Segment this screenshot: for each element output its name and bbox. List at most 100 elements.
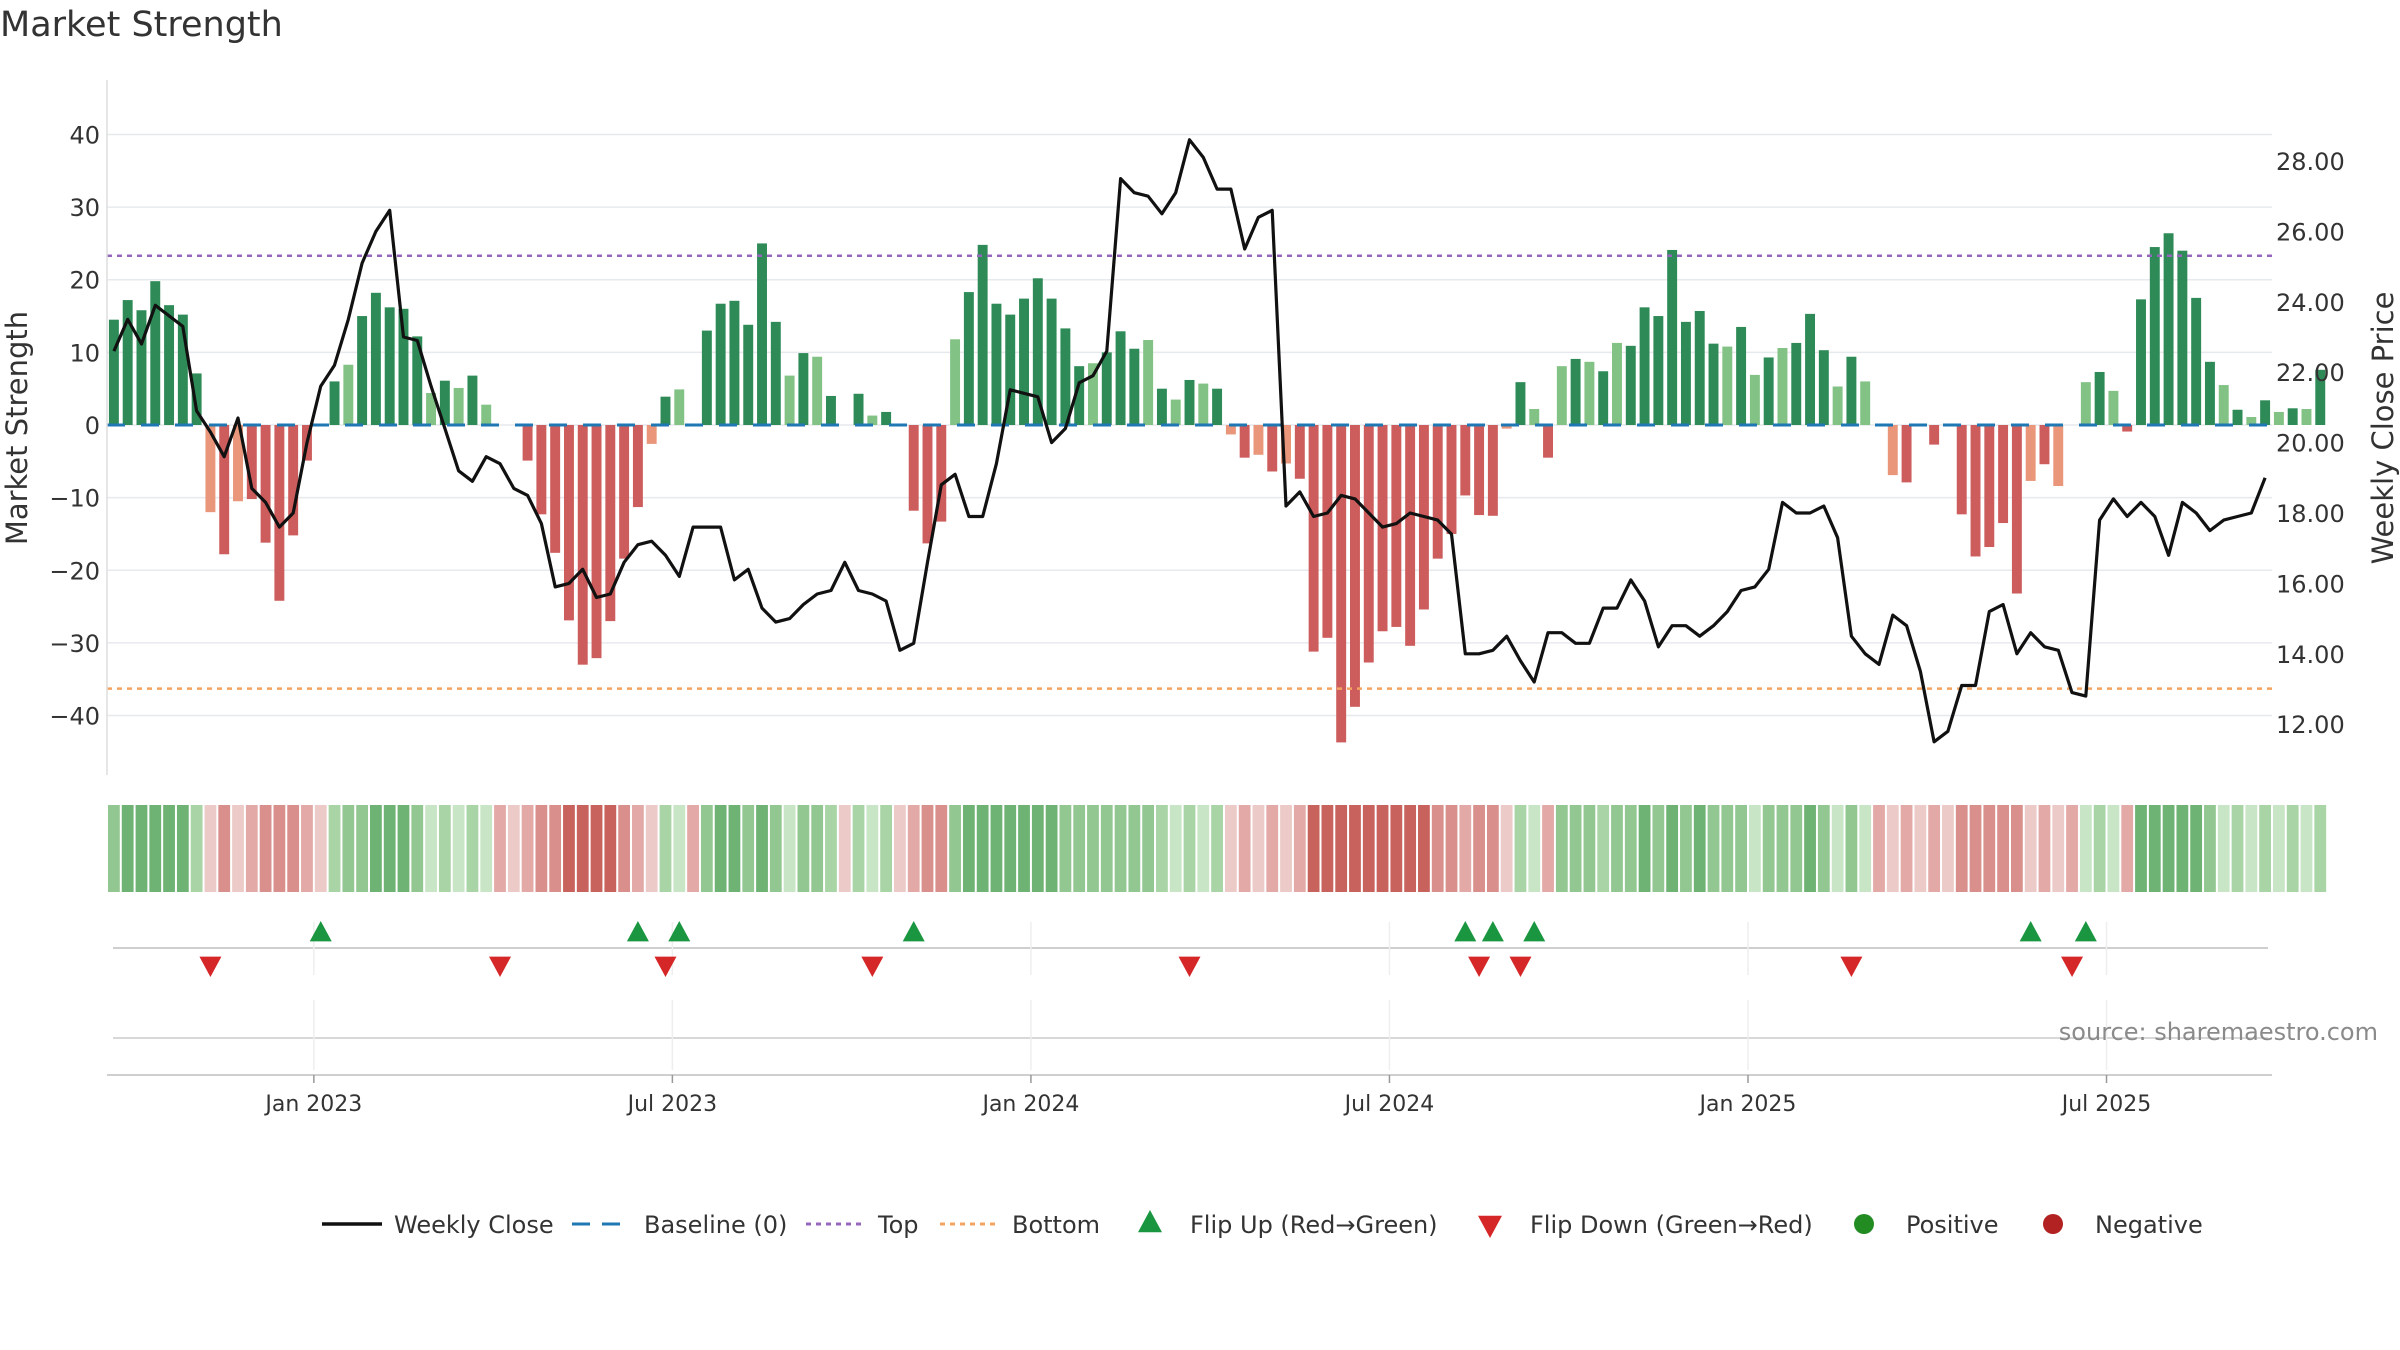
regime-cell	[2162, 805, 2175, 892]
strength-bar	[826, 395, 836, 425]
regime-cell	[1859, 805, 1872, 892]
regime-cell	[2079, 805, 2092, 892]
strength-bar	[1046, 298, 1057, 425]
reference-lines	[107, 254, 2272, 690]
chart-title: Market Strength	[0, 5, 283, 45]
strength-bar	[453, 387, 464, 425]
flip-down-marker	[1178, 956, 1201, 977]
flip-down-marker	[2061, 956, 2084, 977]
strength-bar	[1308, 425, 1319, 652]
y-left-tick-label: 40	[69, 121, 100, 149]
regime-cell	[714, 805, 727, 892]
regime-cell	[825, 805, 837, 892]
regime-cell	[2190, 805, 2203, 892]
strength-bar	[2094, 371, 2105, 425]
strength-bar	[412, 336, 423, 425]
regime-cell	[1335, 805, 1348, 892]
strength-bar	[467, 375, 478, 425]
legend-flip-down-icon	[1478, 1215, 1502, 1238]
regime-cell	[2176, 805, 2189, 892]
regime-cell	[1390, 805, 1403, 892]
strength-bar	[1212, 388, 1223, 425]
regime-cell	[880, 805, 893, 892]
x-tick-label: Jul 2025	[2060, 1092, 2152, 1117]
regime-cell	[1583, 805, 1596, 892]
strength-bar	[591, 425, 602, 659]
strength-bar	[1501, 425, 1512, 429]
regime-cell	[1900, 805, 1913, 892]
regime-cell	[1886, 805, 1899, 892]
legend-item: Weekly Close	[322, 1211, 554, 1239]
strength-bar	[191, 373, 202, 425]
regime-cell	[2010, 805, 2023, 892]
y-right-tick-label: 18.00	[2276, 500, 2345, 528]
regime-cell	[425, 805, 437, 892]
strength-bar	[2136, 299, 2146, 425]
x-tick-label: Jan 2025	[1698, 1092, 1797, 1117]
y-left-tick-label: −20	[49, 557, 100, 585]
regime-cell	[1431, 805, 1444, 892]
strength-bar	[2204, 361, 2215, 425]
legend-label: Negative	[2095, 1211, 2203, 1239]
strength-bar	[1239, 425, 1250, 458]
legend-item: Top	[806, 1211, 919, 1239]
strength-bar	[1929, 425, 1940, 445]
regime-cell	[1100, 805, 1113, 892]
regime-cell	[480, 805, 493, 892]
legend-label: Flip Down (Green→Red)	[1530, 1211, 1813, 1239]
regime-cell	[2121, 805, 2134, 892]
strength-bar	[1405, 425, 1416, 646]
strength-bar	[798, 353, 809, 425]
strength-bar	[605, 425, 616, 622]
strength-bar	[1115, 331, 1126, 425]
regime-cell	[1666, 805, 1679, 892]
x-tick-label: Jan 2023	[263, 1092, 362, 1117]
regime-cell	[2231, 805, 2244, 892]
regime-cell	[287, 805, 300, 892]
strength-bar	[563, 425, 574, 621]
strength-bar	[164, 305, 175, 425]
strength-bar	[577, 425, 588, 665]
regime-cell	[1031, 805, 1044, 892]
regime-cell	[1693, 805, 1706, 892]
flip-markers: Jan 2023 Jul 2023 Jan 2024 Jul 2024 Jan 2025…	[107, 921, 2272, 1117]
regime-cell	[935, 805, 948, 892]
strength-bar	[1267, 425, 1278, 472]
regime-cell	[1486, 805, 1499, 892]
regime-cell	[466, 805, 479, 892]
regime-cell	[1969, 805, 1982, 892]
strength-bar	[2301, 409, 2312, 425]
regime-cell	[1197, 805, 1210, 892]
regime-cell	[1211, 805, 1223, 892]
strength-bar	[2011, 425, 2022, 594]
strength-bar	[1060, 328, 1071, 425]
flip-up-marker	[668, 921, 691, 942]
regime-cell	[1004, 805, 1017, 892]
regime-cell	[2286, 805, 2299, 892]
regime-cell	[1955, 805, 1968, 892]
strength-bar	[1722, 346, 1733, 425]
regime-cell	[2052, 805, 2065, 892]
strength-bar	[2287, 408, 2298, 425]
regime-cell	[1349, 805, 1361, 892]
regime-cell	[176, 805, 189, 892]
regime-cell	[108, 805, 120, 892]
legend-item: Baseline (0)	[572, 1211, 787, 1239]
strength-bar	[674, 389, 685, 425]
regime-cell	[618, 805, 631, 892]
strength-bar	[1391, 425, 1402, 627]
strength-bar	[439, 380, 450, 425]
regime-cell	[1280, 805, 1292, 892]
strength-bar	[1832, 386, 1843, 425]
strength-bar	[1156, 388, 1167, 425]
legend-label: Baseline (0)	[644, 1211, 787, 1239]
regime-cell	[921, 805, 934, 892]
flip-up-marker	[1454, 921, 1477, 942]
regime-cell	[494, 805, 506, 892]
strength-bar	[2246, 417, 2257, 425]
strength-bar	[1763, 357, 1774, 425]
flip-down-marker	[654, 956, 677, 977]
y-right-tick-label: 26.00	[2276, 218, 2345, 246]
regime-cell	[838, 805, 851, 892]
flip-down-marker	[489, 956, 512, 977]
